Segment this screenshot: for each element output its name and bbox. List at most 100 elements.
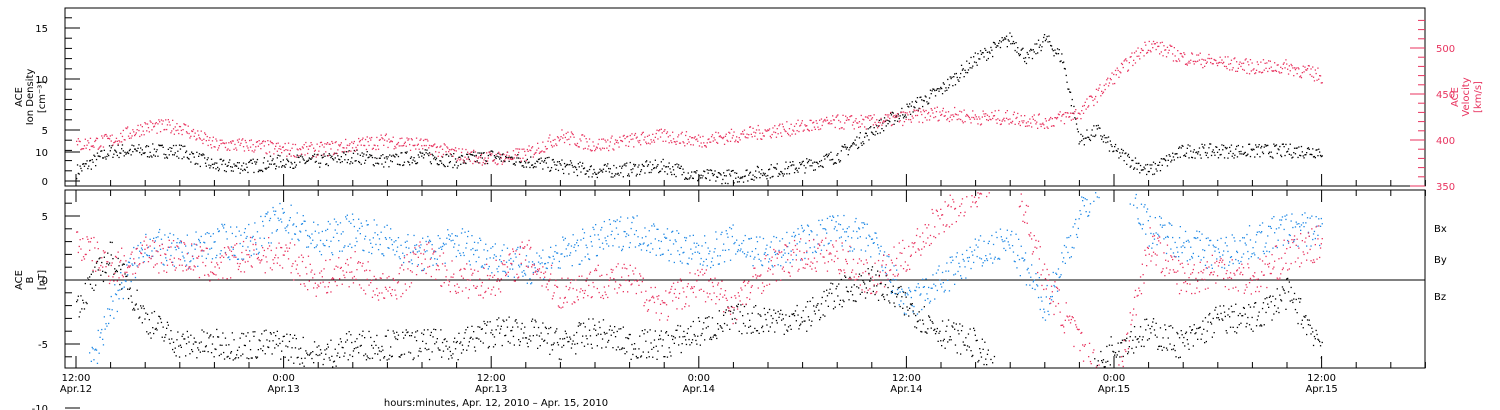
- bx-point: [974, 334, 976, 336]
- density-point: [253, 171, 255, 174]
- velocity-point: [238, 138, 240, 140]
- velocity-point: [738, 137, 740, 139]
- by-point: [564, 237, 566, 240]
- velocity-point: [247, 147, 249, 149]
- bx-point: [1191, 329, 1193, 331]
- velocity-point: [1179, 52, 1181, 55]
- velocity-point: [691, 137, 693, 139]
- bx-point: [141, 322, 143, 324]
- bx-point: [1223, 311, 1226, 313]
- density-point: [833, 162, 835, 164]
- velocity-point: [686, 143, 688, 145]
- bx-point: [979, 352, 982, 354]
- velocity-point: [345, 138, 347, 141]
- bx-point: [618, 328, 620, 330]
- velocity-point: [372, 147, 374, 149]
- bx-point: [505, 334, 507, 336]
- bx-point: [819, 316, 822, 319]
- density-point: [797, 171, 799, 173]
- velocity-point: [101, 135, 103, 137]
- bx-point: [790, 328, 792, 330]
- bx-point: [205, 345, 207, 347]
- density-point: [569, 164, 571, 166]
- density-point: [296, 154, 298, 156]
- density-point: [761, 169, 763, 171]
- bx-point: [163, 340, 165, 342]
- velocity-point: [913, 109, 915, 111]
- density-point: [912, 111, 914, 113]
- density-point: [976, 64, 978, 66]
- velocity-point: [389, 141, 391, 143]
- bx-point: [501, 344, 503, 347]
- bx-point: [1213, 332, 1215, 334]
- bx-point: [220, 353, 222, 355]
- bx-point: [888, 300, 890, 302]
- density-point: [197, 163, 199, 165]
- density-point: [332, 159, 335, 161]
- density-point: [966, 72, 969, 74]
- density-point: [460, 163, 462, 165]
- bx-point: [557, 344, 560, 346]
- bx-point: [617, 346, 619, 348]
- density-point: [822, 166, 824, 168]
- density-point: [1024, 60, 1026, 63]
- velocity-point: [1213, 58, 1215, 61]
- density-point: [141, 149, 143, 151]
- bx-point: [963, 344, 965, 346]
- velocity-point: [644, 136, 646, 138]
- by-point: [276, 229, 278, 231]
- density-point: [1056, 53, 1058, 55]
- velocity-point: [113, 142, 115, 144]
- velocity-tick-label: 450: [1436, 90, 1455, 101]
- density-point: [255, 163, 257, 165]
- bx-point: [742, 315, 744, 317]
- velocity-point: [883, 121, 886, 123]
- density-point: [292, 167, 294, 169]
- velocity-point: [593, 145, 595, 147]
- by-point: [496, 268, 498, 270]
- bx-point: [559, 338, 561, 340]
- density-point: [275, 168, 277, 170]
- density-point: [381, 163, 383, 165]
- density-point: [729, 173, 731, 175]
- density-point: [1256, 153, 1258, 155]
- velocity-point: [1219, 56, 1221, 58]
- velocity-point: [220, 143, 222, 145]
- density-point: [177, 150, 179, 152]
- bx-point: [1101, 360, 1103, 362]
- velocity-point: [744, 136, 746, 138]
- bx-point: [319, 349, 322, 351]
- density-point: [81, 170, 83, 172]
- velocity-point: [1204, 59, 1207, 61]
- density-point: [645, 161, 647, 163]
- bx-point: [1247, 316, 1249, 319]
- velocity-point: [505, 154, 508, 156]
- velocity-point: [1157, 45, 1159, 48]
- density-point: [563, 162, 566, 165]
- density-point: [779, 173, 781, 176]
- density-point: [928, 102, 930, 104]
- velocity-point: [746, 133, 748, 135]
- by-point: [275, 210, 277, 212]
- bx-point: [621, 347, 624, 349]
- density-point: [1084, 137, 1086, 139]
- bx-point: [1178, 357, 1180, 359]
- density-point: [1220, 153, 1222, 156]
- x-tick-time-label: 12:00: [1307, 373, 1336, 384]
- density-point: [455, 161, 457, 163]
- velocity-point: [207, 144, 209, 147]
- density-point: [793, 164, 795, 166]
- density-point: [350, 161, 352, 163]
- by-point: [89, 352, 91, 354]
- velocity-point: [383, 139, 386, 141]
- bx-point: [892, 285, 894, 287]
- by-point: [122, 297, 124, 300]
- velocity-point: [1163, 45, 1165, 47]
- by-point: [411, 263, 413, 265]
- by-point: [408, 247, 410, 249]
- density-point: [1268, 151, 1271, 153]
- velocity-point: [1110, 79, 1112, 81]
- velocity-point: [429, 153, 432, 156]
- bx-point: [917, 320, 919, 322]
